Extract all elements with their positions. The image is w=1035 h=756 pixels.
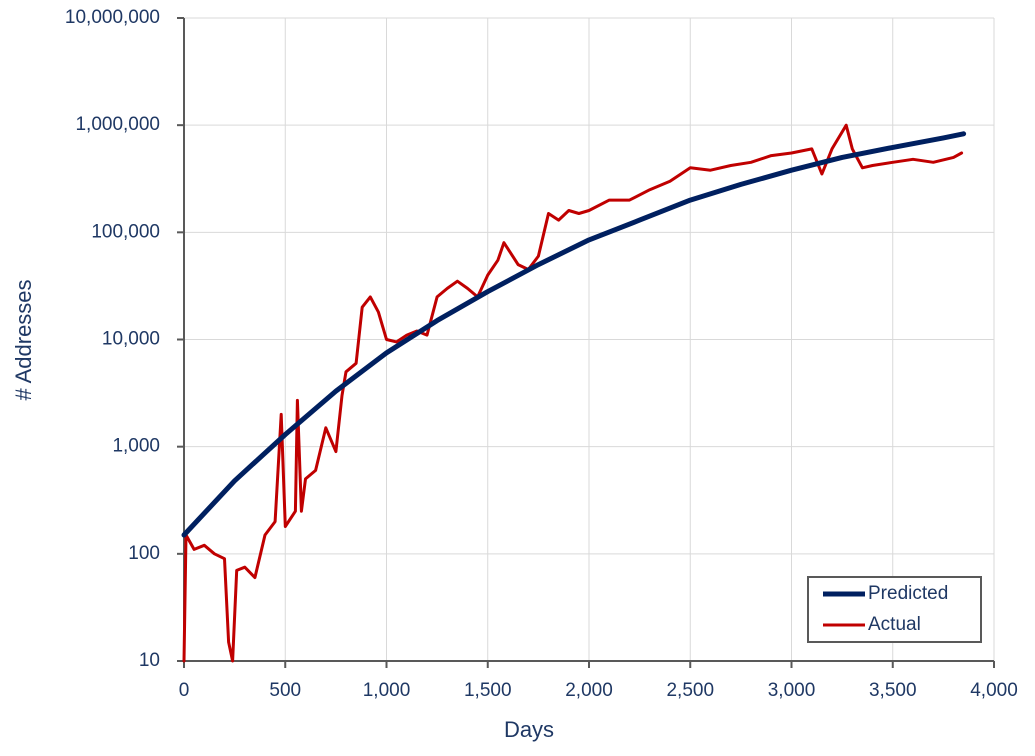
y-tick-label: 1,000,000 [75,114,160,135]
y-tick-label: 1,000 [112,436,160,457]
y-axis-title: # Addresses [11,279,36,400]
x-tick-label: 4,000 [970,680,1018,701]
y-tick-label: 10,000 [102,329,160,350]
legend-box [807,576,982,643]
legend-label: Actual [868,614,921,635]
x-tick-label: 500 [269,680,301,701]
legend: Predicted Actual [807,576,982,643]
y-tick-label: 100 [128,543,160,564]
x-tick-label: 0 [179,680,190,701]
x-axis-title: Days [504,717,554,742]
legend-label: Predicted [868,583,948,604]
x-tick-label: 2,500 [666,680,714,701]
y-tick-label: 10 [139,650,160,671]
grid [183,17,995,662]
y-tick-label: 10,000,000 [65,7,160,28]
x-tick-label: 3,000 [768,680,816,701]
x-tick-label: 3,500 [869,680,917,701]
y-tick-label: 100,000 [91,221,160,242]
x-tick-label: 1,500 [464,680,512,701]
x-tick-label: 1,000 [363,680,411,701]
x-tick-label: 2,000 [565,680,613,701]
series-line [181,131,967,538]
series-line [182,123,964,663]
